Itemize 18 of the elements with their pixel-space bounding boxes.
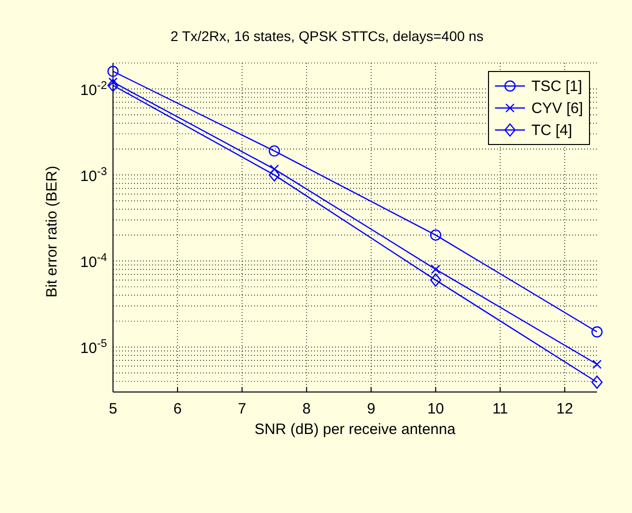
y-tick-label: 10$^{-2}$ — [80, 80, 107, 99]
x-tick-label: 9 — [366, 400, 376, 418]
legend-label: TC [4] — [531, 122, 572, 138]
y-axis-title: Bit error ratio (BER) — [43, 166, 60, 298]
x-tick-label: 7 — [238, 400, 246, 418]
x-axis-title: SNR (dB) per receive antenna — [254, 421, 456, 438]
x-tick-label: 6 — [173, 400, 182, 418]
x-tick-label: 11 — [492, 400, 508, 418]
y-tick-label: 10$^{-5}$ — [80, 338, 107, 358]
legend-label: CYV [6] — [531, 100, 583, 116]
x-tick-label: 5 — [108, 400, 118, 418]
x-tick-label: 12 — [556, 400, 574, 418]
chart-title: 2 Tx/2Rx, 16 states, QPSK STTCs, delays=400 ns — [170, 28, 484, 44]
legend-label: TSC [1] — [531, 78, 582, 94]
x-tick-label: 10 — [427, 400, 444, 418]
x-tick-label: 8 — [302, 400, 311, 418]
y-tick-label: 10$^{-4}$ — [80, 252, 107, 271]
y-tick-label: 10$^{-3}$ — [80, 166, 107, 185]
